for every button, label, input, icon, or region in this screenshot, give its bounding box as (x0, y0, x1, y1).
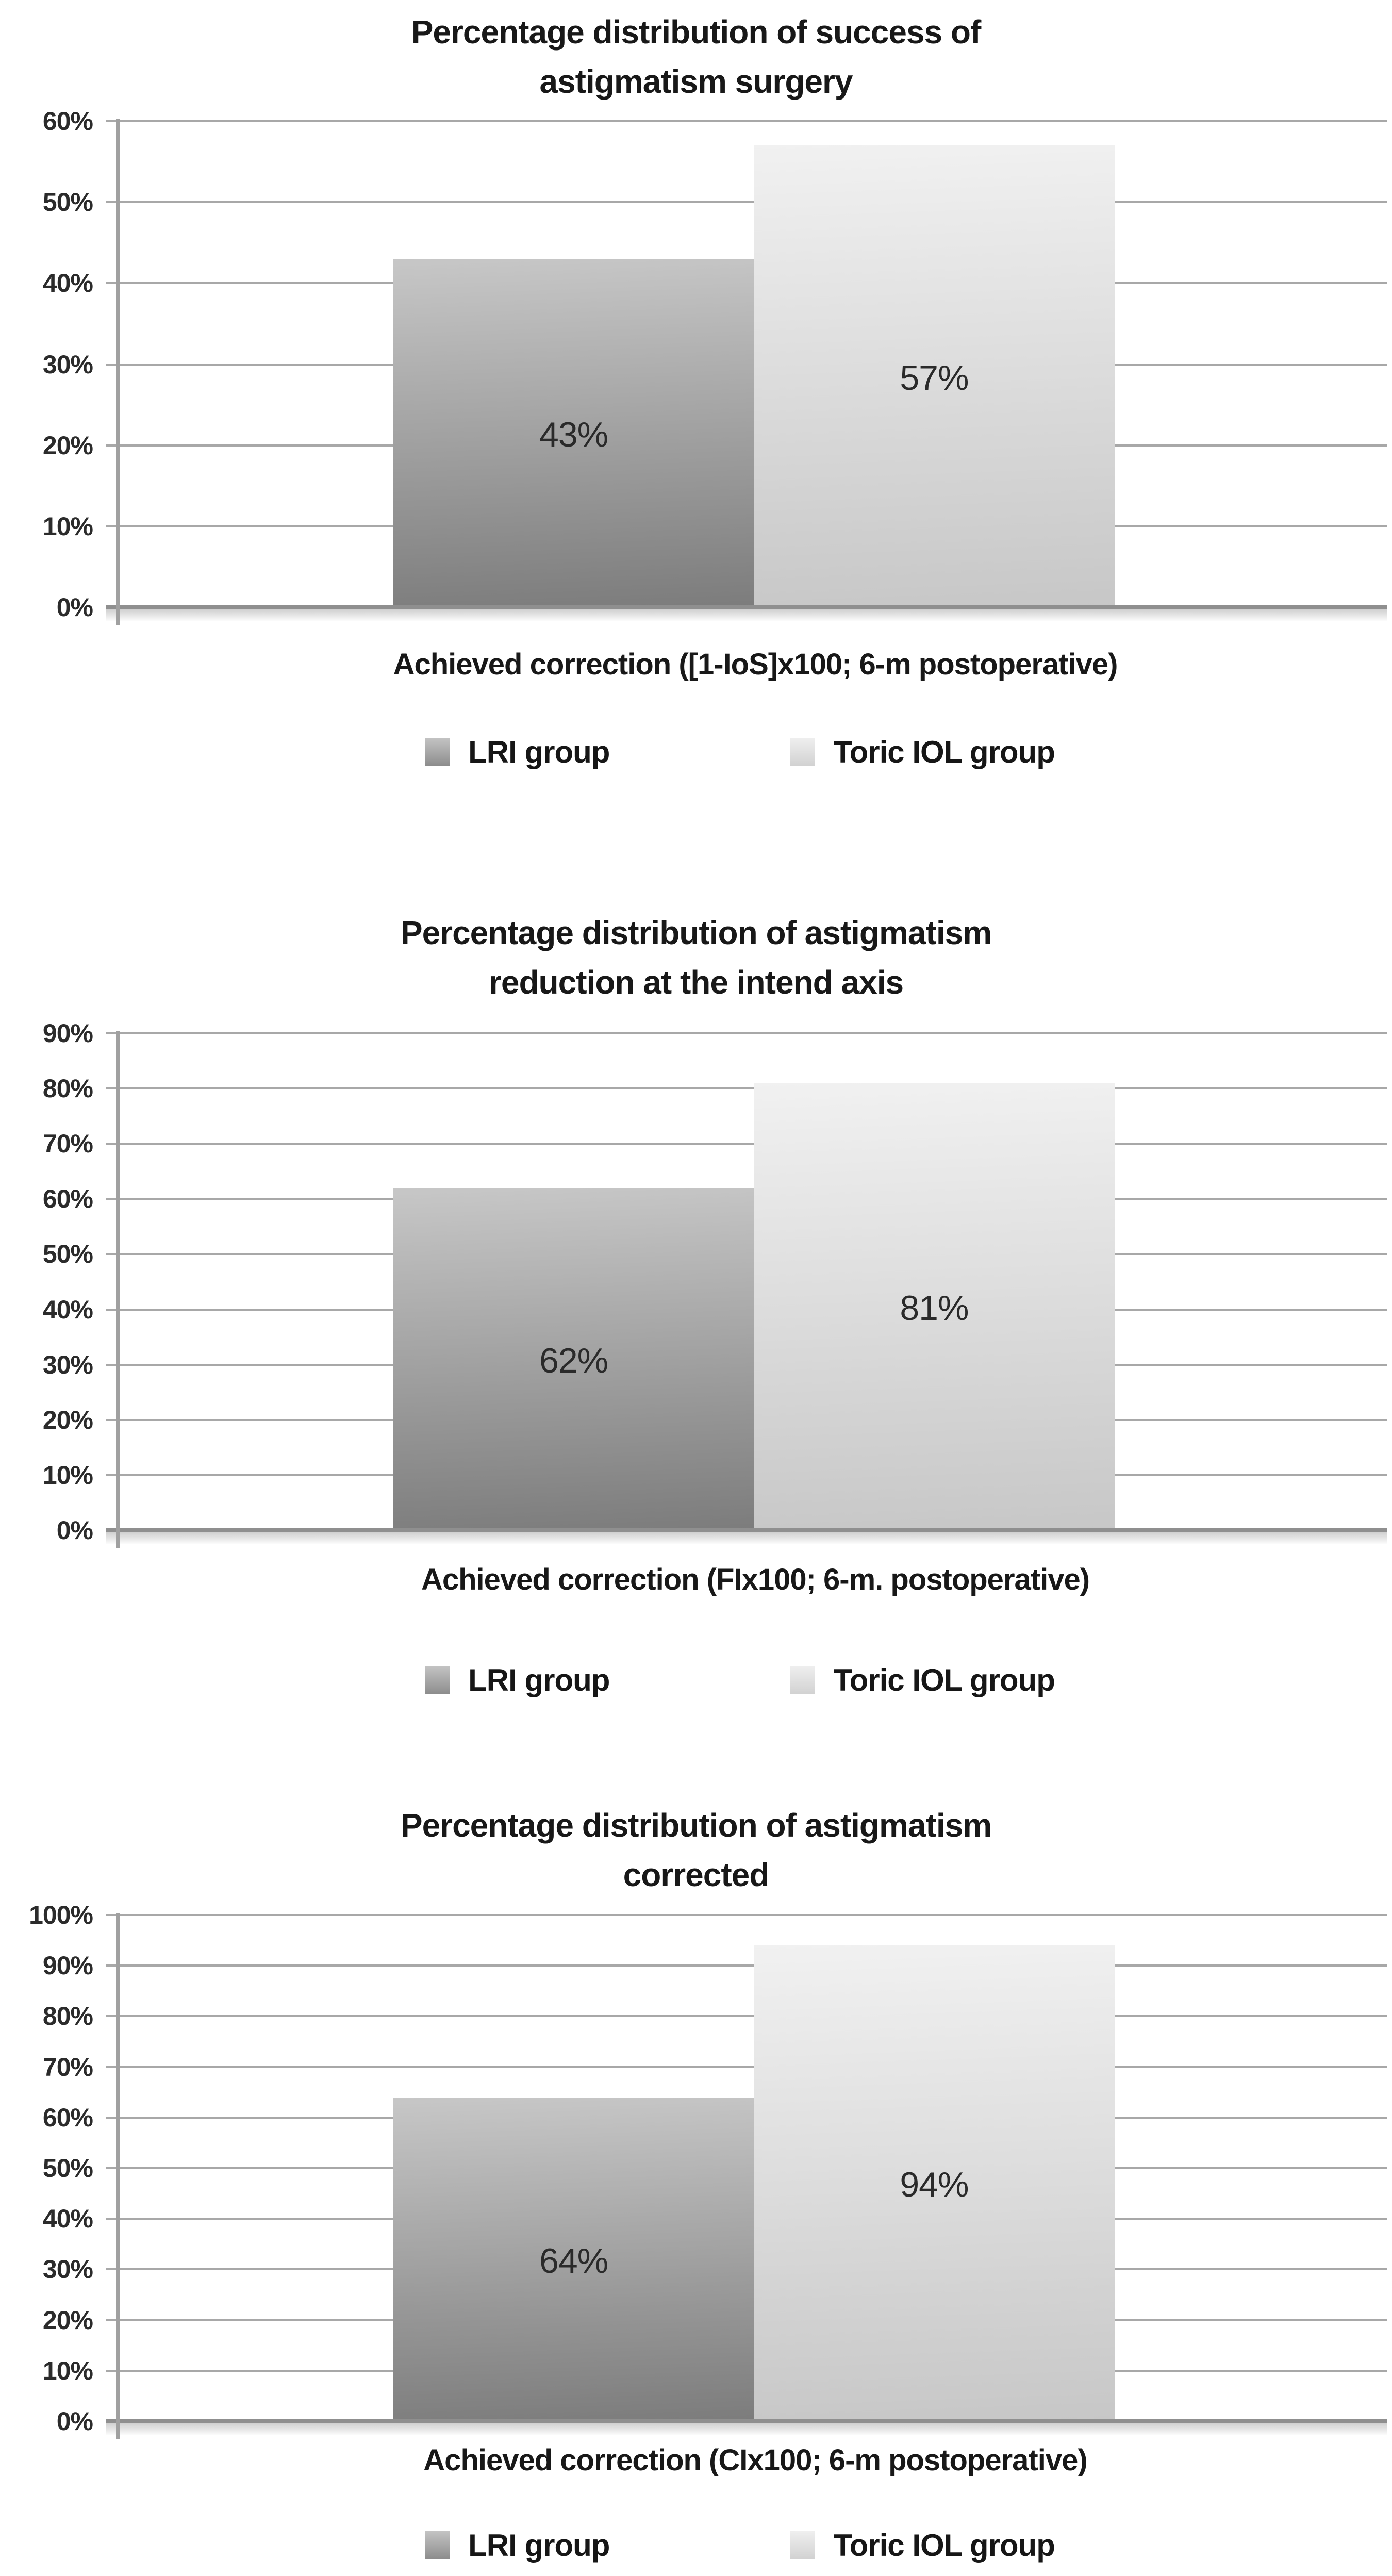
y-axis-labels: 0% 10% 20% 30% 40% 50% 60% 70% 80% 90% (0, 1020, 120, 1543)
legend-item-toric-iol-group: Toric IOL group (790, 1662, 1055, 1698)
y-tick-label: 30% (42, 1350, 93, 1379)
x-axis-label: Achieved correction (FIx100; 6-m. postop… (421, 1562, 1090, 1596)
plot-row: 0% 10% 20% 30% 40% 50% 60% 70% 80% 90% 100% 64% 94% (0, 1902, 1392, 2439)
y-tick-label: 0% (56, 2407, 93, 2436)
y-tick-label: 30% (42, 350, 93, 379)
y-axis-labels: 0% 10% 20% 30% 40% 50% 60% (0, 108, 120, 620)
x-axis-label: Achieved correction (CIx100; 6-m postope… (423, 2443, 1087, 2477)
legend-label: Toric IOL group (833, 1662, 1055, 1697)
legend-item-toric-iol-group: Toric IOL group (790, 2528, 1055, 2563)
lri-group-swatch-icon (425, 1666, 450, 1694)
y-tick-label: 30% (42, 2255, 93, 2284)
bar-lri-group: 64% (393, 2097, 754, 2421)
bar-toric-iol-group: 57% (754, 145, 1115, 607)
y-tick-label: 50% (42, 188, 93, 217)
toric-iol-group-swatch-icon (790, 738, 815, 766)
y-tick-label: 50% (42, 1240, 93, 1269)
legend-label: LRI group (468, 1662, 610, 1697)
gridline (106, 1032, 1387, 1034)
chart-astigmatism-reduction-at-intend-axis: Percentage distribution of astigmatism r… (0, 891, 1392, 1711)
y-tick-label: 40% (42, 269, 93, 298)
legend-label: Toric IOL group (833, 734, 1055, 769)
gridline (106, 1143, 1387, 1145)
legend-label: LRI group (468, 2528, 610, 2563)
legend-item-lri-group: LRI group (425, 1662, 610, 1698)
y-tick-label: 10% (42, 2356, 93, 2385)
y-tick-label: 40% (42, 1295, 93, 1324)
lri-group-swatch-icon (425, 738, 450, 766)
gridline (106, 201, 1387, 204)
bar-toric-iol-group: 94% (754, 1945, 1115, 2421)
y-tick-label: 20% (42, 431, 93, 460)
y-tick-label: 60% (42, 1184, 93, 1214)
legend-label: LRI group (468, 734, 610, 769)
legend: LRI group Toric IOL group (0, 2514, 1392, 2576)
legend-label: Toric IOL group (833, 2528, 1055, 2563)
x-axis-baseline (106, 605, 1387, 609)
bar-value-label: 43% (539, 415, 608, 455)
chart-title: Percentage distribution of astigmatism c… (400, 1807, 992, 1893)
plot-row: 0% 10% 20% 30% 40% 50% 60% 43% 57% (0, 108, 1392, 625)
y-tick-label: 10% (42, 511, 93, 541)
y-tick-label: 50% (42, 2154, 93, 2183)
gridline (106, 2015, 1387, 2018)
y-tick-label: 0% (56, 593, 93, 622)
legend: LRI group Toric IOL group (0, 721, 1392, 783)
gridline (106, 1964, 1387, 1967)
plot-area: 64% 94% (106, 1913, 1387, 2439)
legend-item-lri-group: LRI group (425, 734, 610, 770)
gridline (106, 2066, 1387, 2068)
plot-row: 0% 10% 20% 30% 40% 50% 60% 70% 80% 90% 62% 81% (0, 1020, 1392, 1548)
bar-value-label: 62% (539, 1341, 608, 1381)
plot-area: 62% 81% (106, 1031, 1387, 1548)
y-tick-label: 100% (29, 1901, 93, 1929)
bar-toric-iol-group: 81% (754, 1083, 1115, 1530)
gridline (106, 120, 1387, 122)
bar-lri-group: 62% (393, 1187, 754, 1530)
y-tick-label: 80% (42, 2002, 93, 2031)
gridline (106, 1087, 1387, 1090)
x-axis-label: Achieved correction ([1-IoS]x100; 6-m po… (393, 647, 1118, 681)
bar-value-label: 57% (900, 358, 969, 398)
y-tick-label: 60% (42, 2103, 93, 2132)
x-axis-baseline (106, 2419, 1387, 2423)
chart-title: Percentage distribution of astigmatism r… (400, 914, 992, 1001)
bar-value-label: 94% (900, 2165, 969, 2205)
chart-title: Percentage distribution of success of as… (411, 13, 982, 100)
legend: LRI group Toric IOL group (0, 1649, 1392, 1711)
legend-item-toric-iol-group: Toric IOL group (790, 734, 1055, 770)
y-tick-label: 40% (42, 2204, 93, 2234)
bar-value-label: 64% (539, 2241, 608, 2281)
gridline (106, 1914, 1387, 1916)
toric-iol-group-swatch-icon (790, 2531, 815, 2559)
y-tick-label: 70% (42, 1129, 93, 1159)
bar-lri-group: 43% (393, 259, 754, 607)
bar-value-label: 81% (900, 1289, 969, 1328)
legend-item-lri-group: LRI group (425, 2528, 610, 2563)
lri-group-swatch-icon (425, 2531, 450, 2559)
y-tick-label: 80% (42, 1074, 93, 1103)
y-tick-label: 10% (42, 1460, 93, 1490)
y-tick-label: 70% (42, 2052, 93, 2082)
plot-area: 43% 57% (106, 119, 1387, 625)
x-axis-baseline (106, 1528, 1387, 1532)
chart-astigmatism-corrected: Percentage distribution of astigmatism c… (0, 1795, 1392, 2576)
toric-iol-group-swatch-icon (790, 1666, 815, 1694)
y-tick-label: 60% (42, 107, 93, 136)
y-tick-label: 90% (42, 1019, 93, 1048)
y-tick-label: 20% (42, 2305, 93, 2335)
y-tick-label: 90% (42, 1951, 93, 1980)
chart-success-of-astigmatism-surgery: Percentage distribution of success of as… (0, 0, 1392, 783)
y-tick-label: 0% (56, 1516, 93, 1545)
y-tick-label: 20% (42, 1405, 93, 1434)
y-axis-labels: 0% 10% 20% 30% 40% 50% 60% 70% 80% 90% 100% (0, 1902, 120, 2434)
